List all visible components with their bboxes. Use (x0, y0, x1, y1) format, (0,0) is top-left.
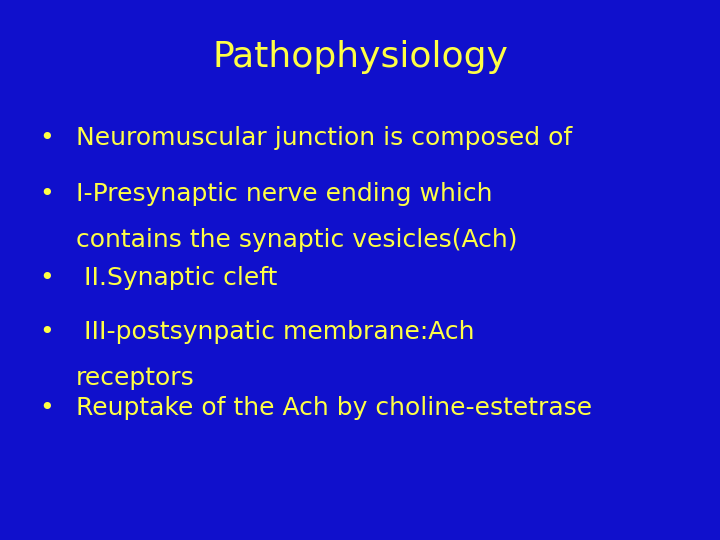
Text: II.Synaptic cleft: II.Synaptic cleft (76, 266, 277, 290)
Text: •: • (40, 266, 54, 290)
Text: •: • (40, 396, 54, 420)
Text: Pathophysiology: Pathophysiology (212, 40, 508, 73)
Text: contains the synaptic vesicles(Ach): contains the synaptic vesicles(Ach) (76, 228, 517, 252)
Text: Reuptake of the Ach by choline-estetrase: Reuptake of the Ach by choline-estetrase (76, 396, 592, 420)
Text: •: • (40, 126, 54, 150)
Text: I-Presynaptic nerve ending which: I-Presynaptic nerve ending which (76, 183, 492, 206)
Text: •: • (40, 183, 54, 206)
Text: •: • (40, 320, 54, 344)
Text: Neuromuscular junction is composed of: Neuromuscular junction is composed of (76, 126, 572, 150)
Text: III-postsynpatic membrane:Ach: III-postsynpatic membrane:Ach (76, 320, 474, 344)
Text: receptors: receptors (76, 366, 194, 390)
